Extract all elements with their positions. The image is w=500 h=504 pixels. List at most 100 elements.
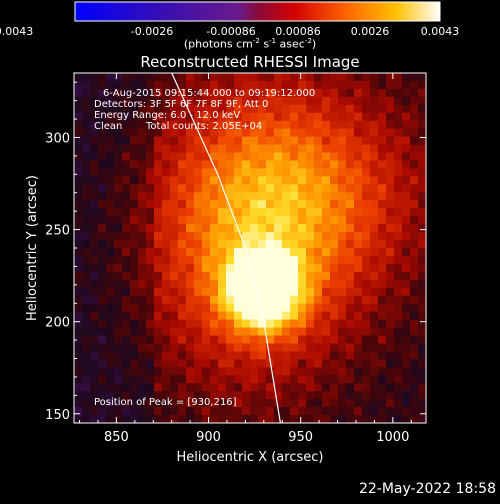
heatmap-cell [370, 271, 379, 281]
heatmap-cell [330, 335, 339, 345]
heatmap-cell [314, 176, 323, 185]
heatmap-cell [234, 168, 243, 177]
heatmap-cell [394, 128, 403, 138]
heatmap-cell [250, 128, 259, 138]
heatmap-cell [274, 128, 283, 138]
heatmap-cell [370, 399, 379, 408]
heatmap-cell [82, 335, 91, 345]
heatmap-cell [162, 407, 171, 416]
heatmap-cell [378, 367, 387, 376]
heatmap-cell [90, 271, 99, 281]
heatmap-cell [178, 112, 187, 122]
heatmap-cell [322, 216, 331, 225]
heatmap-cell [386, 200, 395, 209]
heatmap-cell [354, 327, 363, 337]
heatmap-cell [306, 287, 315, 297]
heatmap-cell [314, 136, 323, 146]
heatmap-cell [162, 391, 171, 400]
heatmap-cell [362, 327, 371, 337]
x-tick-label: 1000 [376, 430, 409, 445]
heatmap-cell [250, 407, 259, 416]
heatmap-cell [130, 176, 139, 185]
heatmap-cell [250, 335, 259, 345]
heatmap-cell [250, 168, 259, 177]
heatmap-cell [130, 303, 139, 313]
heatmap-cell [290, 248, 299, 257]
heatmap-cell [410, 271, 419, 281]
heatmap-cell [322, 287, 331, 297]
heatmap-cell [370, 327, 379, 337]
heatmap-cell [402, 184, 411, 193]
heatmap-cell [266, 351, 275, 360]
heatmap-cell [210, 271, 219, 281]
heatmap-cell [402, 144, 411, 154]
heatmap-cell [186, 279, 195, 289]
heatmap-cell [258, 176, 267, 185]
heatmap-cell [98, 80, 107, 90]
heatmap-cell [258, 383, 267, 392]
heatmap-cell [250, 144, 259, 154]
heatmap-cell [242, 200, 251, 209]
heatmap-cell [354, 208, 363, 217]
heatmap-cell [394, 216, 403, 225]
heatmap-cell [130, 144, 139, 154]
heatmap-cell [90, 232, 99, 241]
heatmap-cell [154, 303, 163, 313]
heatmap-cell [410, 136, 419, 146]
heatmap-cell [234, 208, 243, 217]
heatmap-cell [82, 327, 91, 337]
heatmap-cell [266, 208, 275, 217]
heatmap-cell [258, 88, 267, 98]
heatmap-cell [210, 120, 219, 130]
annotation-clean: Clean [94, 121, 123, 132]
heatmap-cell [354, 192, 363, 201]
heatmap-cell [138, 152, 147, 162]
heatmap-cell [418, 279, 426, 289]
heatmap-cell [402, 383, 411, 392]
heatmap-cell [114, 176, 123, 185]
heatmap-cell [274, 375, 283, 384]
heatmap-cell [282, 375, 291, 384]
heatmap-cell [242, 104, 251, 114]
heatmap-cell [394, 279, 403, 289]
heatmap-cell [90, 240, 99, 249]
heatmap-cell [170, 255, 179, 265]
heatmap-cell [394, 295, 403, 305]
heatmap-cell [98, 88, 107, 98]
heatmap-cell [162, 255, 171, 265]
heatmap-cell [186, 255, 195, 265]
heatmap-cell [354, 88, 363, 98]
heatmap-cell [354, 407, 363, 416]
heatmap-cell [146, 160, 155, 170]
heatmap-cell [242, 152, 251, 162]
heatmap-cell [250, 295, 259, 305]
heatmap-cell [378, 311, 387, 321]
heatmap-cell [122, 343, 131, 352]
heatmap-cell [218, 255, 227, 265]
heatmap-cell [202, 399, 211, 408]
heatmap-cell [178, 391, 187, 400]
heatmap-cell [218, 263, 227, 273]
heatmap-cell [370, 263, 379, 273]
heatmap-cell [418, 136, 426, 146]
heatmap-cell [202, 375, 211, 384]
heatmap-cell [122, 73, 131, 82]
heatmap-cell [290, 144, 299, 154]
heatmap-cell [162, 279, 171, 289]
heatmap-cell [162, 399, 171, 408]
heatmap-cell [74, 391, 83, 400]
heatmap-cell [346, 279, 355, 289]
heatmap-cell [98, 184, 107, 193]
heatmap-cell [154, 391, 163, 400]
heatmap-cell [210, 136, 219, 146]
heatmap-cell [82, 80, 91, 90]
heatmap-cell [202, 287, 211, 297]
heatmap-cell [194, 359, 203, 368]
heatmap-cell [322, 200, 331, 209]
heatmap-cell [250, 287, 259, 297]
heatmap-cell [338, 73, 347, 82]
heatmap-cell [330, 120, 339, 130]
heatmap-cell [354, 144, 363, 154]
heatmap-cell [138, 144, 147, 154]
heatmap-cell [106, 160, 115, 170]
